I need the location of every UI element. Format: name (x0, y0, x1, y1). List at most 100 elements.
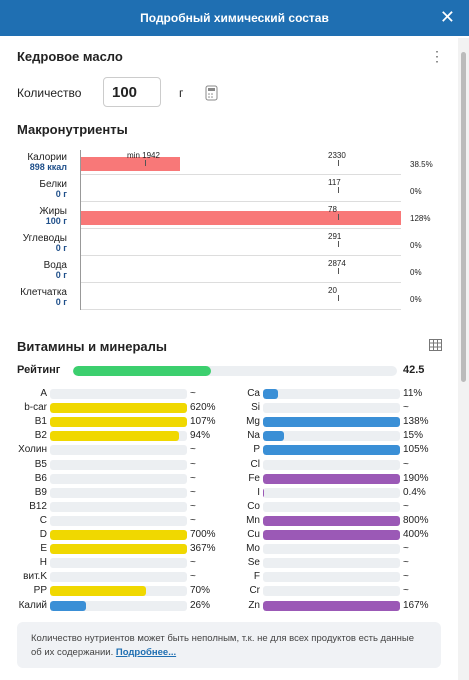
norm-label: 291 (328, 232, 342, 241)
macro-bar (81, 157, 181, 171)
nutrient-percent: ~ (190, 514, 196, 526)
nutrient-name: B5 (34, 458, 47, 470)
macro-bar (81, 211, 401, 225)
nutrient-bar (263, 530, 400, 540)
nutrient-bar (263, 487, 264, 498)
macro-name: Клетчатка (20, 287, 67, 298)
nutrient-name: B9 (34, 486, 47, 498)
nutrient-track (263, 572, 400, 583)
menu-button[interactable]: ⋮ (430, 48, 444, 64)
nutrient-track (263, 459, 400, 470)
nutrient-name: C (39, 514, 47, 526)
nutrient-percent: ~ (190, 472, 196, 484)
macro-amount: 0 г (55, 270, 67, 280)
nutrient-track (50, 600, 187, 611)
macro-track (81, 265, 401, 279)
note-box: Количество нутриентов может быть неполны… (17, 622, 441, 668)
nutrient-track (50, 544, 187, 555)
nutrient-name: Zn (248, 599, 260, 611)
nutrient-track (50, 501, 187, 512)
macro-name: Калории (27, 152, 67, 163)
nutrient-track (263, 544, 400, 555)
nutrient-percent: 70% (190, 585, 211, 597)
nutrient-bar (263, 431, 284, 442)
nutrient-percent: ~ (190, 500, 196, 512)
nutrient-percent: ~ (190, 557, 196, 569)
macro-amount: 100 г (45, 216, 67, 226)
macro-amount: 898 ккал (29, 162, 67, 172)
macro-percent: 38.5% (410, 160, 433, 169)
nutrient-track (263, 501, 400, 512)
nutrient-track (263, 417, 400, 428)
norm-label: 2330 (328, 151, 346, 160)
nutrient-name: B2 (34, 430, 47, 442)
row-line (81, 309, 401, 310)
nutrient-percent: 26% (190, 599, 211, 611)
nutrient-track (50, 515, 187, 526)
nutrient-percent: 700% (190, 529, 216, 540)
nutrient-track (50, 403, 187, 414)
macro-percent: 0% (410, 241, 422, 250)
scrollbar (458, 38, 469, 680)
nutrient-track (263, 389, 400, 399)
macro-track (81, 184, 401, 198)
nutrient-percent: ~ (190, 571, 196, 583)
norm-tick (338, 241, 339, 247)
quantity-input[interactable]: 100 (103, 77, 161, 107)
row-line (81, 228, 401, 229)
nutrient-bar (263, 600, 400, 611)
nutrient-percent: 94% (190, 430, 211, 442)
nutrient-track (50, 431, 187, 442)
nutrient-percent: 367% (190, 543, 216, 555)
note-link[interactable]: Подробнее... (115, 647, 177, 658)
nutrient-name: Mo (246, 543, 260, 555)
nutrient-percent: ~ (403, 585, 409, 597)
nutrient-percent: ~ (403, 571, 409, 583)
close-button[interactable]: ✕ (439, 7, 455, 27)
nutrient-name: Se (247, 557, 260, 569)
nutrient-track (50, 389, 187, 399)
nutrient-name: Co (247, 500, 260, 512)
nutrient-track (50, 417, 187, 428)
nutrient-bar (263, 445, 400, 456)
macro-amount: 0 г (55, 243, 67, 253)
macros-title: Макронутриенты (17, 122, 128, 137)
nutrient-bar (50, 403, 187, 414)
nutrient-name: E (40, 543, 47, 555)
norm-tick (338, 160, 339, 166)
min-label: min 1942 (127, 151, 160, 160)
norm-tick (338, 187, 339, 193)
macro-percent: 0% (410, 187, 422, 196)
calculator-icon[interactable] (205, 85, 219, 102)
nutrient-bar (263, 515, 400, 526)
nutrient-track (263, 473, 400, 484)
macro-amount: 0 г (55, 189, 67, 199)
macro-name: Вода (43, 260, 67, 271)
nutrient-bar (50, 417, 187, 428)
nutrient-name: P (253, 444, 260, 456)
nutrient-name: Si (251, 402, 260, 414)
table-icon[interactable] (429, 339, 442, 351)
nutrient-track (263, 403, 400, 414)
nutrient-track (50, 445, 187, 456)
nutrient-percent: 620% (190, 402, 216, 414)
nutrient-percent: ~ (403, 458, 409, 470)
nutrient-track (263, 431, 400, 442)
quantity-unit: г (179, 86, 184, 100)
nutrient-percent: 400% (403, 529, 429, 540)
vitamins-title: Витамины и минералы (17, 339, 167, 354)
nutrient-percent: 105% (403, 444, 429, 456)
macro-track (81, 238, 401, 252)
nutrient-name: Mg (246, 416, 260, 428)
macro-track (81, 292, 401, 306)
nutrient-name: вит.K (23, 571, 47, 583)
nutrient-percent: 800% (403, 514, 429, 526)
nutrient-percent: ~ (190, 444, 196, 456)
nutrient-percent: ~ (403, 557, 409, 569)
row-line (81, 282, 401, 283)
note-text: Количество нутриентов может быть неполны… (31, 633, 414, 658)
nutrient-track (263, 530, 400, 540)
nutrient-percent: 138% (403, 416, 429, 428)
norm-label: 20 (328, 286, 337, 295)
nutrient-bar (50, 586, 146, 597)
